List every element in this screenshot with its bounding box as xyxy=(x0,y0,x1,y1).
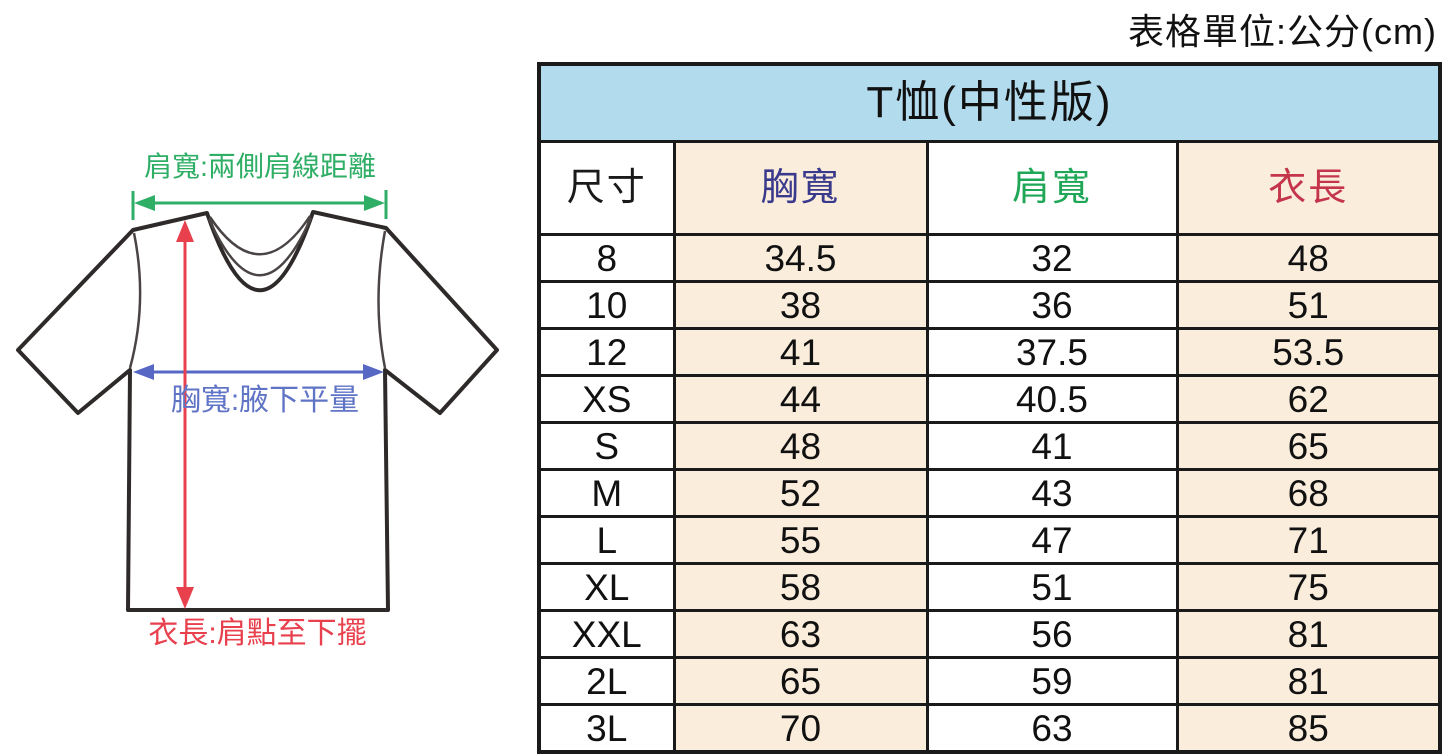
chest-cell: 58 xyxy=(672,562,929,612)
length-cell: 71 xyxy=(1175,515,1442,565)
collar-back-line xyxy=(208,215,312,256)
shoulder-cell: 37.5 xyxy=(925,327,1179,377)
chest-cell: 48 xyxy=(672,421,929,471)
chest-width-arrow xyxy=(133,364,384,380)
column-header-shoulder: 肩寬 xyxy=(925,140,1179,236)
table-row: L 55 47 71 xyxy=(537,515,1442,565)
table-row: 12 41 37.5 53.5 xyxy=(537,327,1442,377)
column-header-chest: 胸寬 xyxy=(672,140,929,236)
size-cell: 3L xyxy=(537,703,676,754)
armhole-left-seam xyxy=(128,232,142,369)
table-row: XXL 63 56 81 xyxy=(537,609,1442,659)
armhole-right-seam xyxy=(377,230,387,369)
shoulder-cell: 32 xyxy=(925,233,1179,283)
table-row: XS 44 40.5 62 xyxy=(537,374,1442,424)
chest-cell: 34.5 xyxy=(672,233,929,283)
table-row: 2L 65 59 81 xyxy=(537,656,1442,706)
table-row: 3L 70 63 85 xyxy=(537,703,1442,754)
size-table-body: 8 34.5 32 48 10 38 36 51 12 41 37.5 53.5 XS 44 40.5 62 S… xyxy=(537,233,1442,754)
chest-cell: 70 xyxy=(672,703,929,754)
length-cell: 53.5 xyxy=(1175,327,1442,377)
garment-length-arrow xyxy=(176,220,194,609)
length-cell: 68 xyxy=(1175,468,1442,518)
length-cell: 75 xyxy=(1175,562,1442,612)
chest-width-label: 胸寬:腋下平量 xyxy=(170,384,360,417)
chest-cell: 63 xyxy=(672,609,929,659)
shoulder-cell: 40.5 xyxy=(925,374,1179,424)
length-cell: 85 xyxy=(1175,703,1442,754)
table-row: 10 38 36 51 xyxy=(537,280,1442,330)
length-cell: 48 xyxy=(1175,233,1442,283)
tshirt-outline xyxy=(16,210,499,612)
chest-cell: 38 xyxy=(672,280,929,330)
shoulder-cell: 51 xyxy=(925,562,1179,612)
shoulder-cell: 43 xyxy=(925,468,1179,518)
shoulder-cell: 41 xyxy=(925,421,1179,471)
length-cell: 62 xyxy=(1175,374,1442,424)
length-cell: 81 xyxy=(1175,656,1442,706)
size-cell: 10 xyxy=(537,280,676,330)
table-title: T恤(中性版) xyxy=(537,62,1442,143)
tshirt-illustration xyxy=(16,190,499,612)
chest-cell: 52 xyxy=(672,468,929,518)
shoulder-width-arrow xyxy=(131,190,388,220)
shoulder-cell: 56 xyxy=(925,609,1179,659)
shoulder-cell: 63 xyxy=(925,703,1179,754)
chest-cell: 41 xyxy=(672,327,929,377)
size-cell: L xyxy=(537,515,676,565)
table-row: XL 58 51 75 xyxy=(537,562,1442,612)
size-cell: 2L xyxy=(537,656,676,706)
chest-cell: 65 xyxy=(672,656,929,706)
table-row: M 52 43 68 xyxy=(537,468,1442,518)
column-header-length: 衣長 xyxy=(1175,140,1442,236)
length-cell: 51 xyxy=(1175,280,1442,330)
length-cell: 65 xyxy=(1175,421,1442,471)
shoulder-cell: 59 xyxy=(925,656,1179,706)
column-header-row: 尺寸 胸寬 肩寬 衣長 xyxy=(537,140,1442,236)
garment-length-label: 衣長:肩點至下擺 xyxy=(148,617,367,650)
shoulder-cell: 36 xyxy=(925,280,1179,330)
size-table: T恤(中性版) 尺寸 胸寬 肩寬 衣長 8 34.5 32 48 10 38 36 51 12 4… xyxy=(537,62,1442,754)
size-cell: XS xyxy=(537,374,676,424)
length-cell: 81 xyxy=(1175,609,1442,659)
size-cell: XXL xyxy=(537,609,676,659)
size-cell: 8 xyxy=(537,233,676,283)
collar-inner-line xyxy=(207,217,313,277)
tshirt-measurement-diagram: 肩寬:兩側肩線距離 胸寬:腋下平量 衣長:肩點至下擺 xyxy=(0,0,530,726)
table-row: S 48 41 65 xyxy=(537,421,1442,471)
shoulder-cell: 47 xyxy=(925,515,1179,565)
table-title-row: T恤(中性版) xyxy=(537,62,1442,143)
shoulder-width-label: 肩寬:兩側肩線距離 xyxy=(144,151,376,182)
size-cell: M xyxy=(537,468,676,518)
table-row: 8 34.5 32 48 xyxy=(537,233,1442,283)
size-cell: XL xyxy=(537,562,676,612)
column-header-size: 尺寸 xyxy=(537,140,676,236)
chest-cell: 55 xyxy=(672,515,929,565)
chest-cell: 44 xyxy=(672,374,929,424)
size-cell: 12 xyxy=(537,327,676,377)
unit-label: 表格單位:公分(cm) xyxy=(1128,11,1437,52)
size-cell: S xyxy=(537,421,676,471)
